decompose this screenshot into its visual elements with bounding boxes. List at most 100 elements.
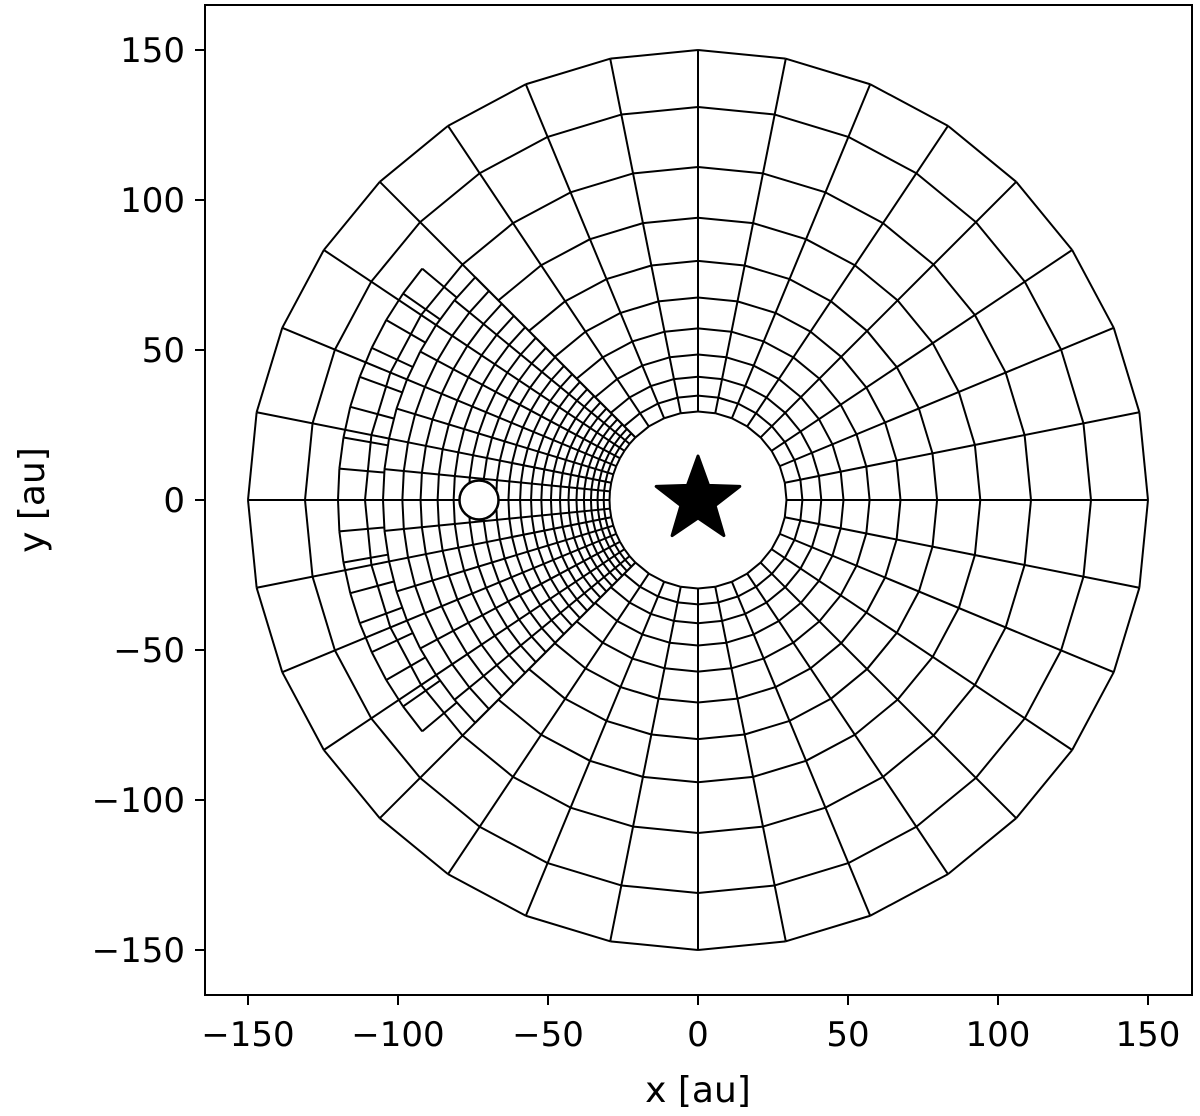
ring-segment [658, 697, 699, 704]
ring-segment [642, 216, 699, 225]
ring-segment [602, 641, 633, 660]
partial-ring-segment [338, 531, 345, 563]
partial-spoke [359, 375, 403, 394]
ring-segment [629, 385, 652, 399]
fine-ring-segment [577, 438, 585, 451]
fine-ring-segment [591, 445, 599, 457]
ring-segment [824, 191, 884, 225]
fine-ring-segment [388, 408, 398, 439]
radial-spoke [323, 249, 437, 326]
fine-ring-segment [552, 528, 559, 543]
ring-segment [447, 83, 527, 127]
ring-segment [697, 259, 745, 267]
ring-segment [610, 940, 699, 951]
ring-segment [809, 330, 842, 358]
fine-ring-segment [519, 465, 525, 483]
fine-ring-segment [590, 510, 594, 522]
fine-ring-segment [420, 527, 427, 555]
ring-segment [664, 667, 699, 673]
ring-segment [677, 601, 699, 606]
ring-segment [632, 825, 699, 834]
fine-ring-segment [530, 516, 536, 533]
fine-ring-segment [440, 605, 455, 632]
ring-segment [753, 364, 780, 380]
fine-ring-segment [495, 460, 501, 481]
ring-segment [917, 546, 934, 592]
ring-segment [895, 460, 902, 501]
partial-spoke [339, 467, 385, 474]
fine-ring-segment [610, 517, 615, 526]
partial-spoke [421, 701, 458, 733]
ring-segment [594, 602, 618, 622]
ring-segment [364, 499, 373, 566]
ring-segment [1060, 576, 1085, 651]
fine-ring-segment [508, 326, 526, 346]
fine-ring-segment [436, 335, 454, 362]
fine-ring-segment [522, 534, 529, 552]
ring-segment [621, 884, 699, 894]
fine-ring-segment [515, 554, 524, 573]
ring-segment [512, 775, 572, 809]
ring-segment [810, 452, 820, 477]
fine-ring-segment [569, 552, 578, 566]
ring-segment [247, 499, 258, 588]
fine-ring-segment [485, 541, 494, 563]
fine-ring-segment [447, 575, 459, 600]
partial-ring-segment [338, 437, 345, 469]
fine-ring-segment [539, 604, 553, 621]
partial-spoke [350, 405, 394, 420]
fine-ring-segment [547, 545, 555, 561]
ring-segment [869, 83, 949, 127]
ring-segment [973, 626, 1007, 686]
ring-segment [731, 572, 748, 583]
ring-segment [311, 576, 336, 651]
y-tick-label: −100 [92, 781, 185, 821]
ring-segment [847, 136, 917, 175]
fine-ring-segment [482, 303, 503, 325]
ring-segment [763, 340, 794, 359]
fine-ring-segment [542, 420, 552, 437]
ring-segment [785, 914, 871, 943]
fine-ring-segment [575, 564, 585, 578]
fine-ring-segment [453, 523, 460, 548]
fine-ring-segment [583, 592, 595, 605]
fine-ring-segment [592, 520, 597, 532]
fine-ring-segment [532, 415, 543, 433]
fine-ring-segment [561, 459, 567, 474]
fine-ring-segment [402, 442, 410, 472]
fine-ring-segment [609, 535, 616, 545]
fine-ring-segment [576, 598, 588, 612]
ring-segment [657, 595, 678, 604]
fine-ring-segment [521, 410, 532, 428]
fine-ring-segment [529, 371, 543, 389]
ring-segment [420, 263, 464, 316]
fine-ring-segment [584, 546, 592, 558]
ring-segment [697, 619, 723, 625]
ring-segment [775, 312, 811, 333]
fine-ring-segment [612, 525, 618, 535]
ring-segment [800, 580, 820, 604]
fine-ring-segment [508, 462, 514, 482]
fine-ring-segment [451, 663, 471, 689]
ring-segment [947, 817, 1017, 875]
fine-ring-segment [510, 404, 521, 424]
ring-segment [1023, 434, 1032, 501]
fine-ring-segment [596, 553, 605, 564]
fine-ring-segment [608, 508, 613, 518]
fine-ring-segment [498, 539, 506, 559]
partial-spoke [421, 267, 458, 299]
ring-segment [744, 385, 767, 399]
radial-spoke [759, 561, 1017, 819]
x-tick-label: −150 [201, 1015, 294, 1055]
ring-segment [576, 356, 604, 380]
fine-ring-segment [547, 439, 555, 455]
ring-segment [642, 775, 699, 784]
radial-spoke [256, 560, 390, 589]
ring-segment [932, 684, 976, 737]
fine-ring-segment [598, 540, 605, 551]
fine-ring-segment [383, 530, 391, 562]
fine-ring-segment [529, 611, 543, 629]
fine-ring-segment [519, 499, 522, 518]
fine-ring-segment [480, 334, 498, 356]
